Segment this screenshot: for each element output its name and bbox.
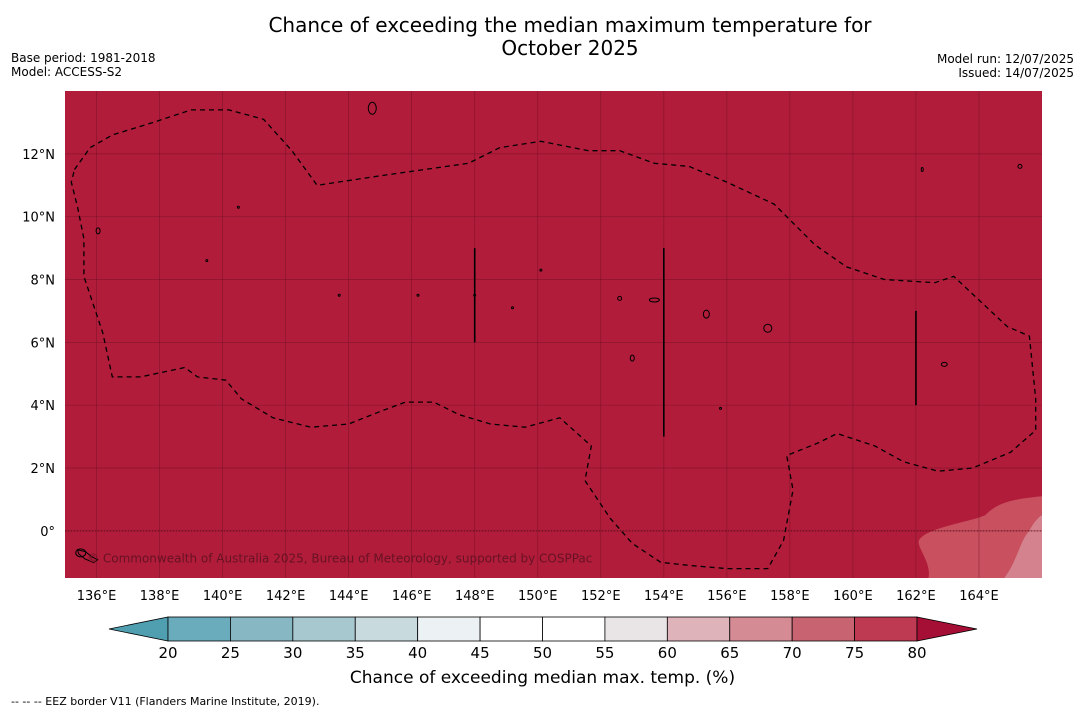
- island-outline: [920, 167, 924, 173]
- colorbar-label: Chance of exceeding median max. temp. (%…: [349, 668, 736, 688]
- lon-tick-label: 156°E: [707, 589, 747, 604]
- lat-tick-label: 4°N: [31, 399, 56, 414]
- colorbar-over-arrow: [916, 616, 978, 642]
- island-outline: [539, 268, 543, 272]
- island-outline: [473, 293, 477, 297]
- lat-tick-label: 2°N: [31, 462, 56, 477]
- colorbar-segment: [604, 616, 668, 642]
- lon-tick-label: 158°E: [770, 589, 810, 604]
- island-outline: [511, 306, 515, 310]
- island-outline: [702, 309, 710, 319]
- lon-tick-label: 164°E: [959, 589, 999, 604]
- lon-tick-label: 154°E: [644, 589, 684, 604]
- colorbar-segment: [666, 616, 731, 642]
- lon-tick-label: 138°E: [140, 589, 180, 604]
- lon-tick-label: 144°E: [329, 589, 369, 604]
- colorbar-tick-label: 40: [408, 644, 427, 662]
- eez-border: [70, 109, 1037, 570]
- model-text: Model: ACCESS-S2: [11, 65, 123, 79]
- lat-tick-label: 0°: [40, 525, 55, 540]
- colorbar-tick-label: 60: [658, 644, 677, 662]
- island-outline: [337, 293, 341, 297]
- island-outline: [940, 361, 948, 367]
- colorbar-tick-label: 70: [783, 644, 802, 662]
- lat-tick-label: 8°N: [31, 274, 56, 289]
- lon-tick-label: 150°E: [518, 589, 558, 604]
- lon-tick-label: 152°E: [581, 589, 621, 604]
- colorbar-under-arrow: [108, 616, 169, 642]
- island-outline: [416, 293, 420, 297]
- colorbar-tick-label: 20: [158, 644, 177, 662]
- island-outline: [617, 295, 623, 301]
- island-outline: [648, 297, 660, 303]
- colorbar-segment: [791, 616, 855, 642]
- colorbar-segment: [729, 616, 793, 642]
- colorbar-segment: [230, 616, 294, 642]
- lon-tick-label: 160°E: [833, 589, 873, 604]
- colorbar-segment: [354, 616, 419, 642]
- colorbar-tick-label: 80: [907, 644, 926, 662]
- map-area: [65, 91, 1042, 578]
- colorbar-tick-label: 75: [845, 644, 864, 662]
- island-outline: [629, 354, 635, 362]
- colorbar-tick-label: 65: [720, 644, 739, 662]
- probability-region-70-75: [918, 496, 1042, 578]
- colorbar-tick-label: 50: [533, 644, 552, 662]
- colorbar-tick-label: 55: [595, 644, 614, 662]
- island-outline: [719, 406, 723, 410]
- colorbar-tick-label: 30: [283, 644, 302, 662]
- title-line-2: October 2025: [501, 36, 639, 60]
- coastline-new-guinea: [76, 549, 99, 564]
- lon-tick-label: 146°E: [392, 589, 432, 604]
- lat-tick-label: 10°N: [22, 211, 55, 226]
- metadata-left: Base period: 1981-2018 Model: ACCESS-S2: [11, 51, 156, 79]
- base-period-text: Base period: 1981-2018: [11, 51, 156, 65]
- lon-tick-label: 140°E: [203, 589, 243, 604]
- colorbar-tick-label: 35: [346, 644, 365, 662]
- colorbar-segment: [542, 616, 606, 642]
- colorbar-tick-label: 45: [471, 644, 490, 662]
- colorbar-tick-label: 25: [221, 644, 240, 662]
- colorbar-segment: [292, 616, 356, 642]
- island-outline: [763, 323, 773, 333]
- lon-tick-label: 162°E: [896, 589, 936, 604]
- colorbar-segment: [854, 616, 918, 642]
- chart-title: Chance of exceeding the median maximum t…: [200, 14, 940, 60]
- eez-footnote: -- -- -- EEZ border V11 (Flanders Marine…: [11, 695, 320, 708]
- issued-text: Issued: 14/07/2025: [958, 66, 1074, 80]
- model-run-text: Model run: 12/07/2025: [936, 52, 1074, 66]
- lon-tick-label: 148°E: [455, 589, 495, 604]
- island-outline: [367, 101, 377, 115]
- island-outline: [1017, 163, 1023, 169]
- title-line-1: Chance of exceeding the median maximum t…: [268, 13, 872, 37]
- colorbar-segment: [417, 616, 481, 642]
- lat-tick-label: 6°N: [31, 336, 56, 351]
- island-outline: [95, 227, 101, 235]
- island-outline: [75, 548, 87, 558]
- colorbar-segment: [479, 616, 543, 642]
- lat-tick-label: 12°N: [22, 148, 55, 163]
- map-attribution: © Commonwealth of Australia 2025, Bureau…: [87, 551, 592, 565]
- lon-tick-label: 136°E: [77, 589, 117, 604]
- island-outline: [205, 259, 209, 263]
- island-outline: [236, 205, 240, 209]
- colorbar-segment: [167, 616, 231, 642]
- metadata-right: Model run: 12/07/2025 Issued: 14/07/2025: [937, 52, 1074, 80]
- lon-tick-label: 142°E: [266, 589, 306, 604]
